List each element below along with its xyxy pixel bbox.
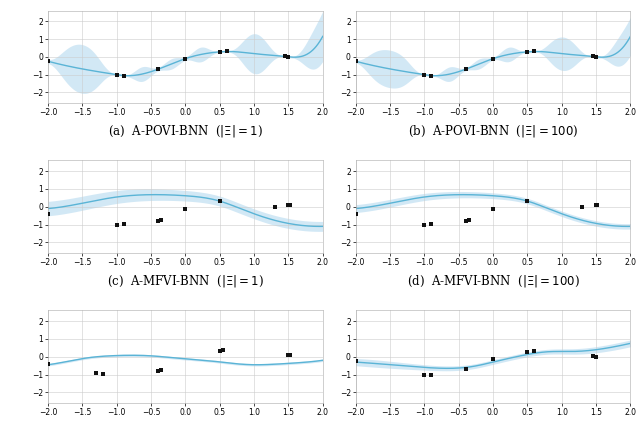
Point bbox=[488, 55, 498, 62]
Point bbox=[577, 203, 588, 210]
Point bbox=[98, 370, 108, 377]
Point bbox=[460, 366, 470, 373]
Point bbox=[529, 348, 540, 355]
Text: (a)  A-POVI-BNN  ($|\Xi| = 1$): (a) A-POVI-BNN ($|\Xi| = 1$) bbox=[108, 123, 263, 139]
Text: (c)  A-MFVI-BNN  ($|\Xi| = 1$): (c) A-MFVI-BNN ($|\Xi| = 1$) bbox=[107, 273, 264, 289]
Point bbox=[43, 58, 53, 65]
Point bbox=[351, 358, 361, 365]
Point bbox=[351, 211, 361, 217]
Point bbox=[522, 349, 532, 355]
Point bbox=[588, 353, 598, 360]
Point bbox=[591, 54, 601, 61]
Point bbox=[43, 211, 53, 217]
Point bbox=[180, 205, 191, 212]
Point bbox=[284, 352, 294, 359]
Point bbox=[156, 217, 166, 224]
Point bbox=[280, 53, 290, 60]
Point bbox=[218, 347, 228, 354]
Point bbox=[591, 354, 601, 360]
Point bbox=[460, 66, 470, 73]
Point bbox=[488, 205, 498, 212]
Point bbox=[153, 368, 163, 374]
Point bbox=[43, 360, 53, 367]
Text: (b)  A-POVI-BNN  ($|\Xi| = 100$): (b) A-POVI-BNN ($|\Xi| = 100$) bbox=[408, 123, 579, 139]
Point bbox=[426, 72, 436, 79]
Point bbox=[351, 58, 361, 65]
Point bbox=[269, 203, 280, 210]
Point bbox=[118, 72, 129, 79]
Point bbox=[419, 371, 429, 378]
Point bbox=[156, 367, 166, 373]
Point bbox=[180, 55, 191, 62]
Point bbox=[153, 66, 163, 73]
Point bbox=[111, 221, 122, 228]
Point bbox=[284, 54, 294, 61]
Point bbox=[591, 202, 601, 209]
Point bbox=[118, 220, 129, 227]
Point bbox=[488, 355, 498, 362]
Point bbox=[460, 218, 470, 225]
Point bbox=[214, 348, 225, 355]
Point bbox=[588, 53, 598, 60]
Point bbox=[153, 218, 163, 225]
Point bbox=[214, 198, 225, 205]
Point bbox=[592, 201, 602, 208]
Text: (d)  A-MFVI-BNN  ($|\Xi| = 100$): (d) A-MFVI-BNN ($|\Xi| = 100$) bbox=[406, 273, 580, 289]
Point bbox=[221, 48, 232, 55]
Point bbox=[464, 217, 474, 224]
Point bbox=[111, 71, 122, 78]
Point bbox=[426, 372, 436, 379]
Point bbox=[214, 49, 225, 55]
Point bbox=[91, 369, 101, 376]
Point bbox=[419, 221, 429, 228]
Point bbox=[419, 71, 429, 78]
Point bbox=[285, 201, 295, 208]
Point bbox=[284, 202, 294, 209]
Point bbox=[529, 48, 540, 55]
Point bbox=[426, 220, 436, 227]
Point bbox=[285, 351, 295, 358]
Point bbox=[522, 198, 532, 205]
Point bbox=[522, 49, 532, 55]
